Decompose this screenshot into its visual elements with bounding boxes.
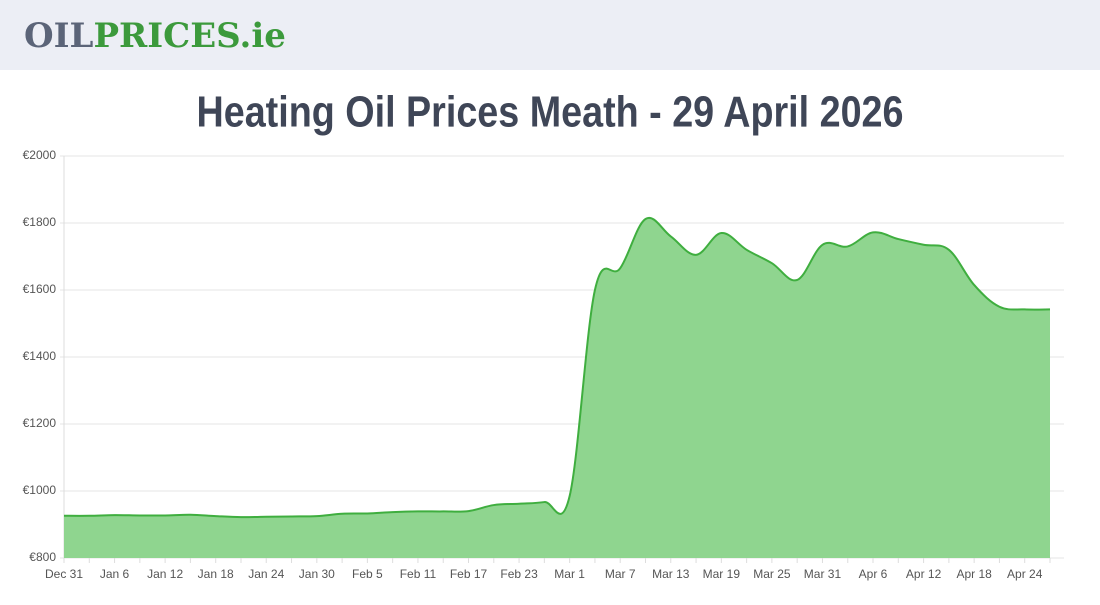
y-tick-label: €2000 [23, 148, 57, 162]
y-tick-label: €1400 [23, 349, 57, 363]
logo-part: PRICES.ie [93, 16, 285, 56]
x-tick-label: Jan 12 [147, 567, 183, 581]
header-bar [0, 0, 1100, 70]
x-tick-label: Jan 30 [299, 567, 335, 581]
x-tick-label: Apr 18 [956, 567, 992, 581]
x-tick-label: Feb 11 [400, 567, 437, 581]
x-tick-label: Feb 17 [450, 567, 488, 581]
logo[interactable]: OILPRICES.ie [24, 16, 286, 56]
line [63, 216, 1051, 519]
x-tick-label: Mar 7 [605, 567, 636, 581]
x-tick-label: Apr 6 [859, 567, 888, 581]
logo-part: OIL [24, 16, 94, 56]
x-tick-label: Mar 31 [804, 567, 842, 581]
y-tick-label: €1600 [23, 282, 57, 296]
x-tick-label: Mar 19 [703, 567, 741, 581]
x-tick-label: Jan 6 [100, 567, 130, 581]
x-tick-label: Mar 13 [652, 567, 690, 581]
x-tick-label: Apr 24 [1007, 567, 1043, 581]
x-tick-label: Mar 1 [554, 567, 585, 581]
x-tick-label: Mar 25 [753, 567, 791, 581]
chart-title: Heating Oil Prices Meath - 29 April 2026 [197, 88, 904, 137]
y-tick-label: €1000 [23, 483, 57, 497]
x-tick-label: Feb 5 [352, 567, 383, 581]
y-tick-label: €1200 [23, 416, 57, 430]
y-tick-label: €800 [29, 550, 56, 564]
x-tick-label: Jan 18 [198, 567, 234, 581]
x-tick-label: Apr 12 [906, 567, 942, 581]
y-tick-label: €1800 [23, 215, 57, 229]
area-fill [64, 217, 1050, 558]
plot: €800 €1000 €1200 €1400 €1600 €1800 €2000 Dec 31… [23, 148, 1064, 581]
x-tick-label: Dec 31 [45, 567, 83, 581]
x-tick-label: Feb 23 [500, 567, 538, 581]
x-tick-label: Jan 24 [248, 567, 284, 581]
